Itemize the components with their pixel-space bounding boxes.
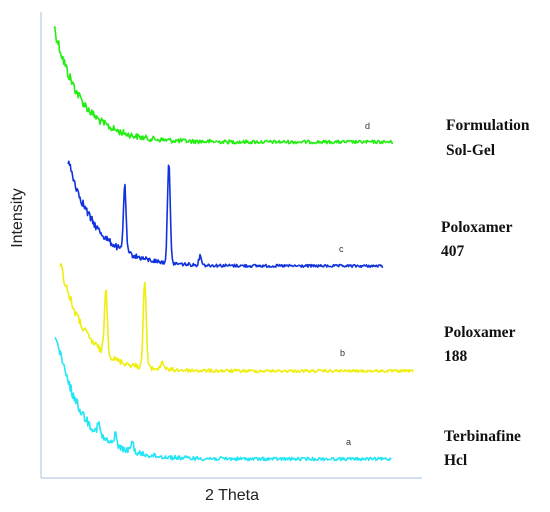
legend-formulation-sol-gel: Formulation Sol-Gel	[446, 117, 530, 159]
trace-a	[54, 337, 392, 462]
trace-label-d: d	[365, 121, 370, 131]
legend-line: 407	[441, 243, 465, 260]
trace-label-b: b	[340, 348, 345, 358]
legend-line: Sol-Gel	[446, 142, 496, 159]
legend-line: 188	[444, 348, 468, 365]
legend-poloxamer-407: Poloxamer 407	[441, 219, 513, 260]
y-axis-label: Intensity	[9, 188, 26, 248]
trace-c	[67, 160, 384, 269]
legend-line: Hcl	[444, 452, 468, 469]
x-axis-label: 2 Theta	[205, 487, 259, 504]
trace-d	[53, 26, 394, 145]
legend-line: Formulation	[446, 117, 530, 134]
legend-poloxamer-188: Poloxamer 188	[444, 324, 516, 365]
diffraction-traces	[53, 26, 414, 462]
legend-line: Poloxamer	[441, 219, 513, 236]
trace-label-a: a	[346, 437, 351, 447]
legend-line: Poloxamer	[444, 324, 516, 341]
legend-terbinafine-hcl: Terbinafine Hcl	[444, 428, 521, 469]
trace-label-c: c	[339, 244, 344, 254]
legend-line: Terbinafine	[444, 428, 521, 445]
trace-b	[59, 263, 414, 374]
